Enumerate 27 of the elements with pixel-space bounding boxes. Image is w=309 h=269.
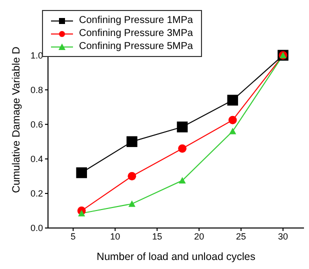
point	[78, 210, 86, 216]
x-tick-label: 5	[70, 231, 76, 242]
x-tick-label: 10	[110, 231, 120, 242]
point	[76, 167, 87, 178]
y-tick-label: 0.0	[30, 223, 43, 234]
y-tick-label: 0.2	[30, 188, 43, 199]
y-tick-label: 0.4	[30, 154, 43, 164]
x-tick-label: 20	[194, 231, 204, 242]
point	[227, 94, 238, 106]
point	[228, 116, 237, 124]
y-tick-label: 0.6	[30, 120, 43, 130]
x-tick-label: 30	[278, 231, 288, 242]
point	[128, 200, 136, 207]
point	[178, 177, 186, 184]
y-tick-label: 0.8	[30, 85, 43, 96]
point	[176, 122, 188, 132]
x-axis-title: Number of load and unload cycles	[96, 251, 256, 263]
x-tick-label: 15	[152, 231, 162, 242]
y-axis-title: Cumulative Damage Variable D	[10, 46, 23, 193]
point	[128, 172, 136, 180]
legend-label: Confining Pressure 5MPa	[79, 40, 193, 53]
legend-label: Confining Pressure 1MPa	[79, 14, 193, 27]
point	[178, 144, 186, 153]
point	[229, 128, 236, 134]
x-tick-label: 25	[236, 231, 246, 242]
legend-label: Confining Pressure 3MPa	[79, 27, 193, 40]
point	[126, 136, 138, 148]
